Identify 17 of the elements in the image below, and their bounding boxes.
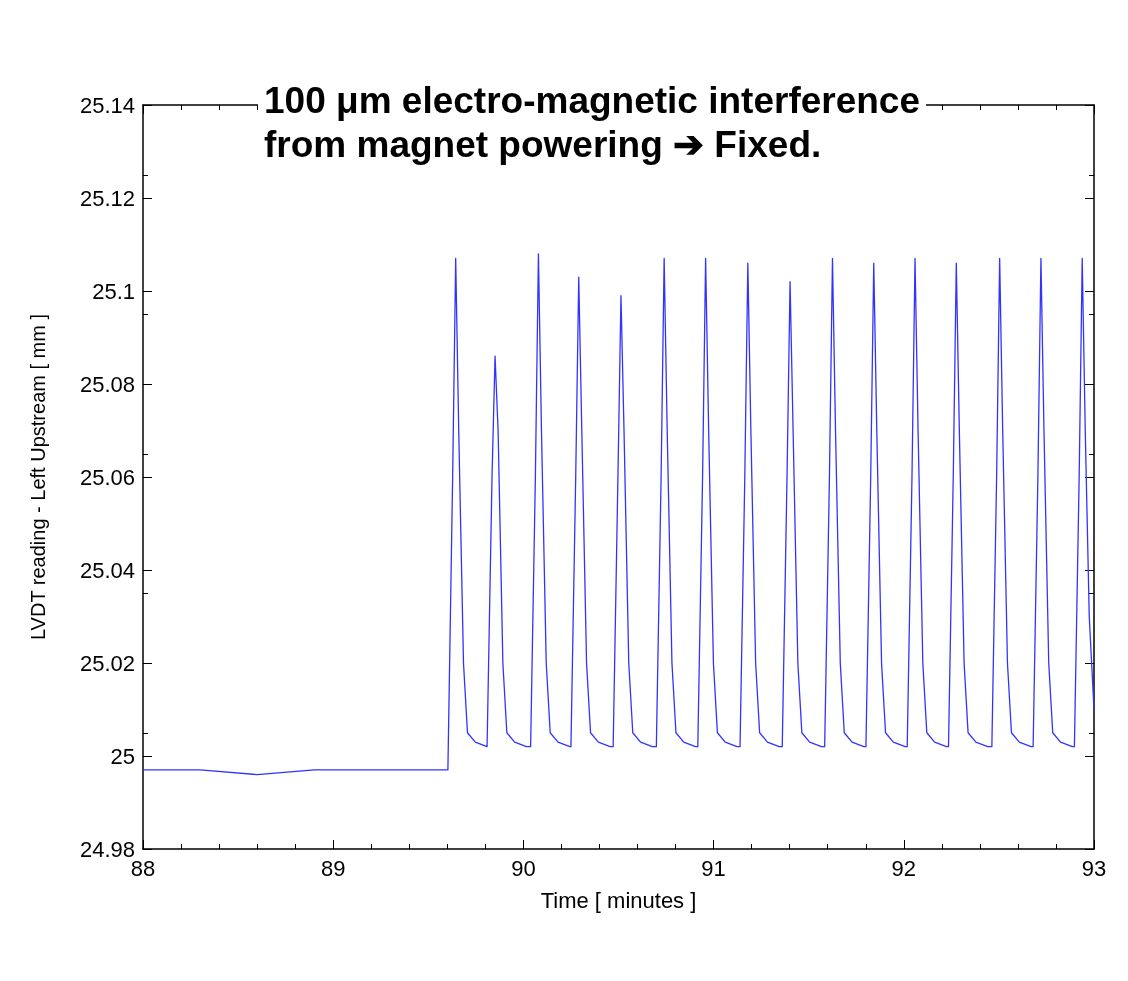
x-tick-label: 93 <box>1081 855 1107 881</box>
x-tick-label: 92 <box>891 855 917 881</box>
y-tick-label: 25.08 <box>79 371 135 397</box>
y-tick-label: 25.1 <box>92 278 135 304</box>
y-tick-label: 25.06 <box>79 464 135 490</box>
y-axis-title: LVDT reading - Left Upstream [ mm ] <box>27 313 49 641</box>
y-tick-label: 25 <box>110 743 135 769</box>
y-tick-label: 25.14 <box>79 92 135 118</box>
y-tick-label: 25.12 <box>79 185 135 211</box>
chart-title: 100 μm electro-magnetic interference from magnet powering ➔ Fixed. <box>264 79 921 165</box>
x-tick-label: 90 <box>511 855 536 881</box>
y-tick-label: 25.04 <box>79 557 135 583</box>
y-tick-label: 25.02 <box>79 650 135 676</box>
x-tick-label: 91 <box>701 855 726 881</box>
y-tick-label: 24.98 <box>79 836 135 862</box>
x-tick-label: 89 <box>320 855 346 881</box>
x-axis-title: Time [ minutes ] <box>540 887 697 913</box>
